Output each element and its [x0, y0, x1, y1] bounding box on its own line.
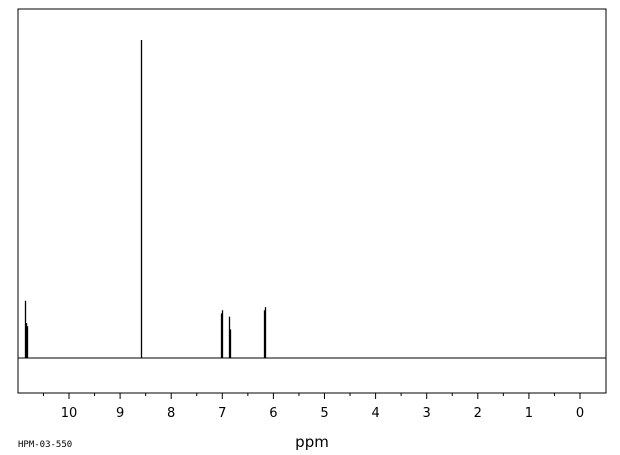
tick-label-7: 7	[218, 406, 226, 421]
tick-label-8: 8	[167, 406, 175, 421]
tick-label-6: 6	[269, 406, 277, 421]
ticks-layer: 10 9 8 7 6 5 4 3 2 1 0	[42, 393, 584, 421]
x-axis-title: ppm	[295, 433, 329, 451]
tick-label-2: 2	[474, 406, 482, 421]
tick-label-0: 0	[576, 406, 584, 421]
tick-label-3: 3	[423, 406, 431, 421]
tick-label-4: 4	[371, 406, 379, 421]
tick-label-9: 9	[116, 406, 124, 421]
tick-label-1: 1	[525, 406, 533, 421]
plot-frame	[17, 8, 607, 394]
tick-label-10: 10	[61, 406, 78, 421]
peaks-layer	[24, 40, 267, 358]
spectrum-code-label: HPM-03-550	[18, 440, 72, 450]
tick-label-5: 5	[320, 406, 328, 421]
